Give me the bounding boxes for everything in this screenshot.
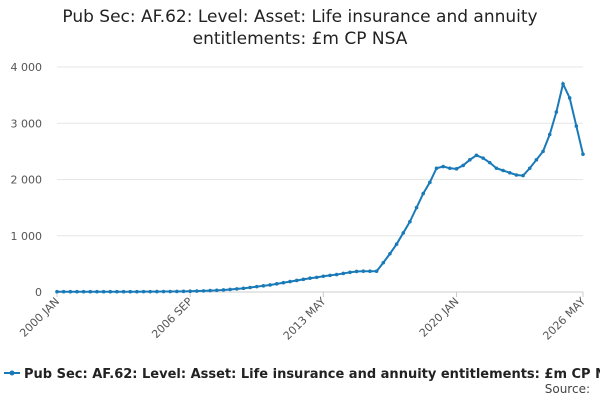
point xyxy=(301,277,306,282)
point xyxy=(234,287,239,291)
point xyxy=(241,286,246,291)
point xyxy=(494,166,499,171)
point xyxy=(481,156,485,160)
point xyxy=(274,282,279,286)
point xyxy=(521,173,525,178)
point xyxy=(414,205,419,210)
point xyxy=(288,279,292,284)
point xyxy=(121,289,126,294)
point xyxy=(541,149,545,154)
source: Source: xyxy=(545,382,590,396)
point xyxy=(328,273,332,278)
point xyxy=(567,96,572,100)
point xyxy=(148,289,153,294)
y-tick-label: 0 xyxy=(35,286,42,299)
y-tick-label: 4 000 xyxy=(11,61,43,74)
legend-marker xyxy=(9,370,15,376)
point xyxy=(461,163,465,168)
point xyxy=(441,164,445,169)
point xyxy=(208,288,212,293)
point xyxy=(527,166,532,171)
point xyxy=(188,289,192,294)
point xyxy=(574,124,579,128)
point xyxy=(88,289,93,294)
point xyxy=(334,272,339,277)
point xyxy=(308,276,312,281)
x-tick-label: 2006 SEP xyxy=(149,295,195,341)
chart-title: Pub Sec: AF.62: Level: Asset: Life insur… xyxy=(62,7,538,49)
point xyxy=(214,288,219,293)
point xyxy=(248,285,252,290)
point xyxy=(321,274,326,279)
point xyxy=(281,280,286,285)
point xyxy=(75,289,79,294)
point xyxy=(128,289,133,294)
point xyxy=(361,269,366,273)
point xyxy=(95,289,99,294)
point xyxy=(348,270,352,275)
point xyxy=(221,288,226,292)
point xyxy=(135,289,139,294)
point xyxy=(354,269,359,274)
point xyxy=(561,82,565,86)
x-tick-label: 2026 MAY xyxy=(540,295,588,343)
point xyxy=(501,168,505,173)
point xyxy=(181,289,186,294)
point xyxy=(374,269,379,273)
x-tick-label: 2000 JAN xyxy=(17,295,62,340)
point xyxy=(381,260,386,265)
point xyxy=(108,289,113,294)
point xyxy=(201,289,206,293)
y-tick-label: 1 000 xyxy=(11,230,43,243)
point xyxy=(268,283,272,287)
point xyxy=(581,152,585,156)
point xyxy=(507,170,512,175)
point xyxy=(408,219,412,224)
x-tick-label: 2013 MAY xyxy=(281,295,329,343)
point xyxy=(388,251,392,256)
point xyxy=(454,167,459,171)
point xyxy=(368,269,372,273)
legend-label: Pub Sec: AF.62: Level: Asset: Life insur… xyxy=(24,367,600,382)
point xyxy=(161,289,166,294)
y-tick-label: 3 000 xyxy=(11,117,43,130)
point xyxy=(448,166,452,171)
point xyxy=(554,110,559,114)
point xyxy=(547,132,552,137)
point xyxy=(115,289,119,294)
point xyxy=(155,289,159,294)
point xyxy=(228,287,232,292)
point xyxy=(195,289,199,293)
point xyxy=(428,180,432,185)
y-tick-label: 2 000 xyxy=(11,174,43,187)
point xyxy=(168,289,172,294)
point xyxy=(254,284,259,289)
point xyxy=(141,289,146,294)
point xyxy=(294,278,299,283)
point xyxy=(101,289,106,294)
point xyxy=(261,284,266,288)
series-line xyxy=(57,80,584,293)
point xyxy=(434,166,439,171)
point xyxy=(468,158,472,162)
point xyxy=(81,289,86,294)
x-tick-label: 2020 JAN xyxy=(417,295,462,340)
point xyxy=(514,173,519,177)
point xyxy=(61,289,66,294)
point xyxy=(68,289,73,294)
point xyxy=(487,160,492,165)
point xyxy=(534,158,539,162)
point xyxy=(175,289,179,294)
point xyxy=(55,289,59,294)
point xyxy=(314,275,319,280)
point xyxy=(394,242,399,246)
point xyxy=(401,231,406,235)
point xyxy=(474,153,479,158)
point xyxy=(421,191,426,196)
point xyxy=(341,271,346,276)
